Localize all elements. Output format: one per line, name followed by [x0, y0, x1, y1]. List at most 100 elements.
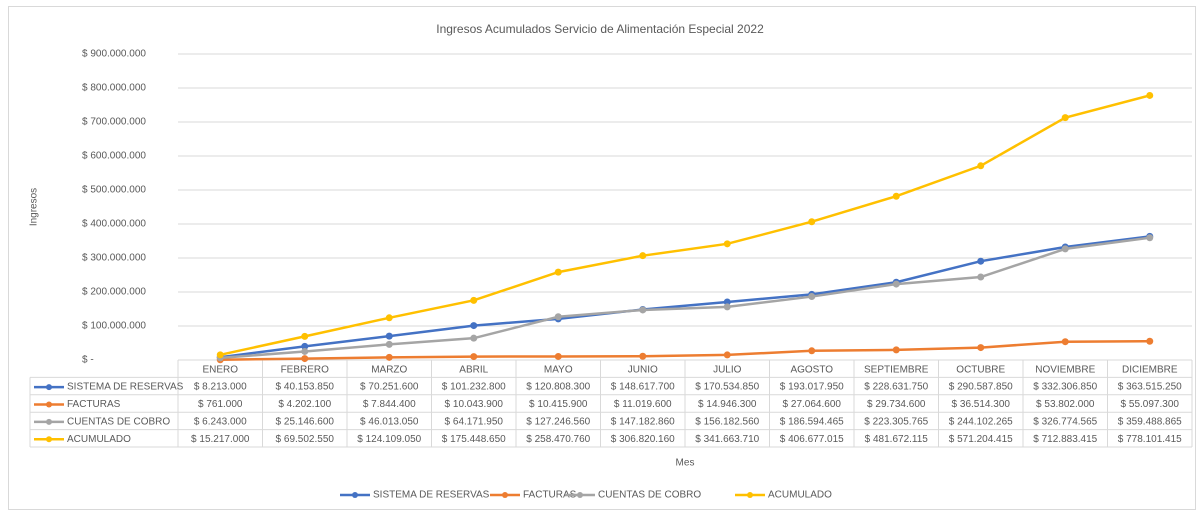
- point: [639, 306, 647, 314]
- point: [554, 352, 562, 360]
- point: [385, 340, 393, 348]
- y-tick-label: $ 800.000.000: [82, 83, 146, 94]
- table-series-name: FACTURAS: [67, 399, 121, 410]
- table-cell: $ 175.448.650: [442, 434, 506, 445]
- table-cell: $ 53.802.000: [1036, 399, 1095, 410]
- y-tick-label: $ 600.000.000: [82, 151, 146, 162]
- table-legend-marker: [46, 401, 52, 408]
- y-tick-label: $ 500.000.000: [82, 185, 146, 196]
- y-tick-label: $ 400.000.000: [82, 219, 146, 230]
- x-tick-label: JUNIO: [628, 364, 658, 375]
- x-tick-label: MARZO: [371, 364, 407, 375]
- table-cell: $ 186.594.465: [780, 417, 844, 428]
- table-cell: $ 14.946.300: [698, 399, 757, 410]
- chart-title: Ingresos Acumulados Servicio de Alimenta…: [436, 22, 764, 36]
- y-tick-label: $ 900.000.000: [82, 49, 146, 60]
- table-cell: $ 406.677.015: [780, 434, 844, 445]
- table-cell: $ 712.883.415: [1033, 434, 1097, 445]
- point: [470, 334, 478, 342]
- point: [1061, 245, 1069, 253]
- table-cell: $ 29.734.600: [867, 399, 926, 410]
- x-tick-label: OCTUBRE: [956, 364, 1005, 375]
- table-cell: $ 571.204.415: [949, 434, 1013, 445]
- point: [554, 313, 562, 321]
- y-tick-label: $ 200.000.000: [82, 287, 146, 298]
- point: [470, 296, 478, 304]
- table-cell: $ 193.017.950: [780, 382, 844, 393]
- point: [385, 332, 393, 340]
- table-cell: $ 11.019.600: [614, 399, 672, 410]
- table-cell: $ 10.043.900: [445, 399, 504, 410]
- table-cell: $ 101.232.800: [442, 382, 506, 393]
- point: [977, 344, 985, 352]
- table-cell: $ 363.515.250: [1118, 382, 1182, 393]
- table-cell: $ 27.064.600: [783, 399, 842, 410]
- point: [723, 240, 731, 248]
- x-tick-label: NOVIEMBRE: [1035, 364, 1095, 375]
- x-tick-label: MAYO: [544, 364, 573, 375]
- table-cell: $ 326.774.565: [1033, 417, 1097, 428]
- table-cell: $ 120.808.300: [526, 382, 590, 393]
- point: [554, 268, 562, 276]
- table-cell: $ 36.514.300: [952, 399, 1011, 410]
- point: [385, 314, 393, 322]
- table-cell: $ 244.102.265: [949, 417, 1013, 428]
- table-series-name: SISTEMA DE RESERVAS: [67, 382, 184, 393]
- point: [385, 353, 393, 361]
- table-cell: $ 46.013.050: [360, 417, 419, 428]
- table-cell: $ 4.202.100: [278, 399, 331, 410]
- point: [808, 293, 816, 301]
- point: [1146, 91, 1154, 99]
- table-cell: $ 40.153.850: [276, 382, 335, 393]
- table-cell: $ 7.844.400: [363, 399, 416, 410]
- series-line: [220, 235, 1150, 359]
- table-cell: $ 778.101.415: [1118, 434, 1182, 445]
- legend-marker: [747, 492, 753, 498]
- point: [301, 347, 309, 355]
- x-tick-label: DICIEMBRE: [1122, 364, 1178, 375]
- x-tick-label: JULIO: [713, 364, 742, 375]
- table-cell: $ 341.663.710: [695, 434, 759, 445]
- table-cell: $ 761.000: [198, 399, 243, 410]
- point: [977, 257, 985, 265]
- table-cell: $ 290.587.850: [949, 382, 1013, 393]
- table-cell: $ 228.631.750: [864, 382, 928, 393]
- table-cell: $ 64.171.950: [445, 417, 504, 428]
- point: [808, 218, 816, 226]
- series-line: [219, 94, 1151, 357]
- point: [470, 322, 478, 330]
- point: [977, 162, 985, 170]
- table-cell: $ 147.182.860: [611, 417, 675, 428]
- point: [639, 352, 647, 360]
- table-cell: $ 148.617.700: [611, 382, 675, 393]
- table-cell: $ 55.097.300: [1121, 399, 1180, 410]
- table-cell: $ 258.470.760: [526, 434, 590, 445]
- point: [301, 342, 309, 350]
- table-cell: $ 359.488.865: [1118, 417, 1182, 428]
- table-cell: $ 124.109.050: [357, 434, 421, 445]
- point: [639, 252, 647, 260]
- table-legend-marker: [46, 436, 52, 443]
- point: [892, 192, 900, 200]
- table-cell: $ 481.672.115: [865, 434, 929, 445]
- point: [216, 351, 224, 359]
- point: [1146, 337, 1154, 345]
- legend-marker: [352, 492, 358, 498]
- point: [723, 351, 731, 359]
- legend-marker: [577, 492, 583, 498]
- point: [723, 303, 731, 311]
- y-tick-label: $ 300.000.000: [82, 253, 146, 264]
- y-tick-label: $ 700.000.000: [82, 117, 146, 128]
- table-series-name: ACUMULADO: [67, 434, 131, 445]
- point: [1061, 338, 1069, 346]
- table-series-name: CUENTAS DE COBRO: [67, 417, 170, 428]
- table-cell: $ 156.182.560: [695, 417, 759, 428]
- point: [1061, 114, 1069, 122]
- table-cell: $ 25.146.600: [276, 417, 335, 428]
- table-cell: $ 6.243.000: [194, 417, 247, 428]
- point: [723, 298, 731, 306]
- point: [808, 347, 816, 355]
- legend-label: ACUMULADO: [768, 490, 832, 501]
- legend-label: CUENTAS DE COBRO: [598, 490, 701, 501]
